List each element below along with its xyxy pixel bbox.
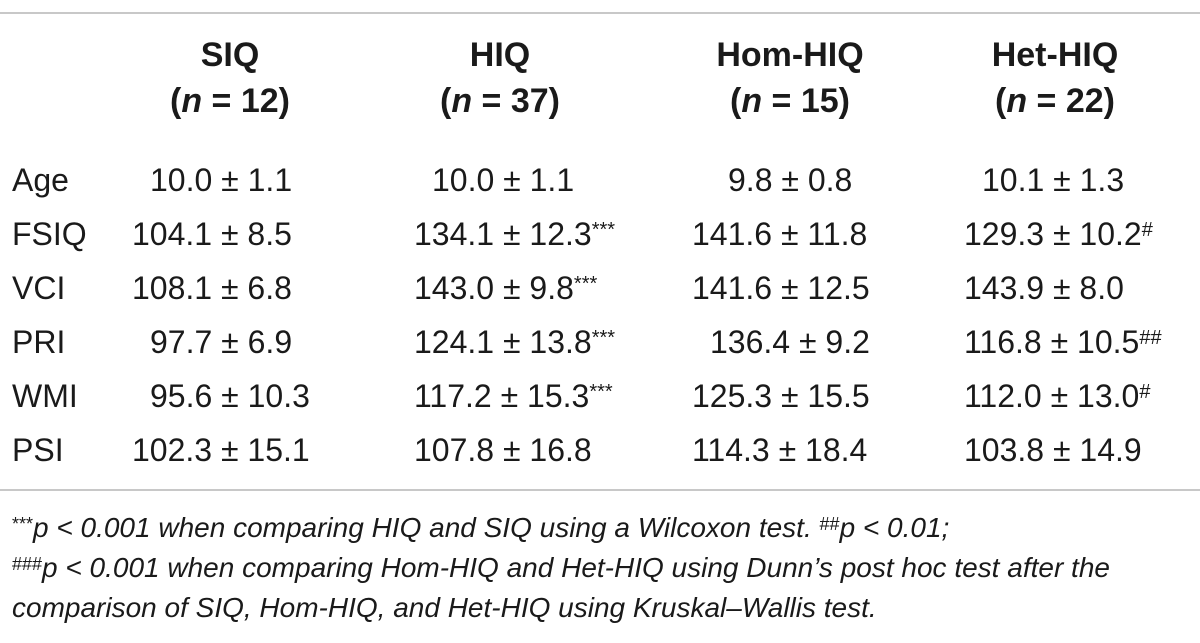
- row-label-vci: VCI: [12, 270, 66, 306]
- table-cell: 136.4 ± 9.2: [710, 324, 870, 360]
- column-header-name: Het-HIQ: [991, 36, 1119, 74]
- footnote-text: p < 0.001 when comparing HIQ and SIQ usi…: [33, 512, 820, 543]
- row-label-pri: PRI: [12, 324, 66, 360]
- table-cell: 134.1 ± 12.3***: [414, 216, 616, 252]
- table-footnote: ***p < 0.001 when comparing HIQ and SIQ …: [12, 508, 1192, 628]
- table-cell: 108.1 ± 6.8: [132, 270, 292, 306]
- column-header-hiq: HIQ (n = 37): [440, 36, 560, 120]
- column-n-label: n: [741, 82, 763, 120]
- table-cell: 141.6 ± 11.8: [692, 216, 868, 252]
- row-label-age: Age: [12, 162, 69, 198]
- table-cell: 112.0 ± 13.0#: [964, 378, 1151, 414]
- column-header-siq: SIQ (n = 12): [170, 36, 290, 120]
- table-cell: 114.3 ± 18.4: [692, 432, 868, 468]
- table-cell: 102.3 ± 15.1: [132, 432, 310, 468]
- table-cell: 95.6 ± 10.3: [150, 378, 310, 414]
- table-cell: 116.8 ± 10.5##: [964, 324, 1162, 360]
- table-cell: 10.0 ± 1.1: [432, 162, 575, 198]
- table-cell: 143.0 ± 9.8***: [414, 270, 598, 306]
- column-n-label: n: [1006, 82, 1028, 120]
- footnote-text: p < 0.01;: [839, 512, 950, 543]
- footnote-mark: ###: [12, 554, 43, 574]
- row-label-wmi: WMI: [12, 378, 78, 414]
- column-header-name: HIQ: [469, 36, 531, 74]
- table-cell: 9.8 ± 0.8: [728, 162, 853, 198]
- column-n-label: n: [181, 82, 203, 120]
- table-cell: 103.8 ± 14.9: [964, 432, 1142, 468]
- table-cell: 104.1 ± 8.5: [132, 216, 292, 252]
- column-n-value: = 15): [762, 82, 850, 120]
- table-cell: 117.2 ± 15.3***: [414, 378, 613, 414]
- table-cell: 107.8 ± 16.8: [414, 432, 592, 468]
- table-cell: 125.3 ± 15.5: [692, 378, 870, 414]
- table-cell: 129.3 ± 10.2#: [964, 216, 1153, 252]
- column-n-value: = 37): [472, 82, 560, 120]
- footnote-mark: ##: [819, 514, 840, 534]
- column-header-het-hiq: Het-HIQ (n = 22): [991, 36, 1119, 120]
- column-n-value: = 12): [202, 82, 290, 120]
- table-cell: 124.1 ± 13.8***: [414, 324, 616, 360]
- table-cell: 141.6 ± 12.5: [692, 270, 870, 306]
- table-cell: 143.9 ± 8.0: [964, 270, 1124, 306]
- table-bottom-rule: [0, 489, 1200, 491]
- column-n-label: n: [451, 82, 473, 120]
- table-top-rule: [0, 12, 1200, 14]
- column-n-value: = 22): [1027, 82, 1115, 120]
- row-label-fsiq: FSIQ: [12, 216, 87, 252]
- column-header-hom-hiq: Hom-HIQ (n = 15): [716, 36, 864, 120]
- row-label-psi: PSI: [12, 432, 64, 468]
- column-header-name: SIQ: [200, 36, 260, 74]
- column-header-name: Hom-HIQ: [716, 36, 864, 74]
- table-cell: 10.1 ± 1.3: [982, 162, 1125, 198]
- footnote-text: p < 0.001 when comparing Hom-HIQ and Het…: [12, 552, 1110, 623]
- table-cell: 97.7 ± 6.9: [150, 324, 293, 360]
- table-cell: 10.0 ± 1.1: [150, 162, 293, 198]
- footnote-mark: ***: [12, 514, 34, 534]
